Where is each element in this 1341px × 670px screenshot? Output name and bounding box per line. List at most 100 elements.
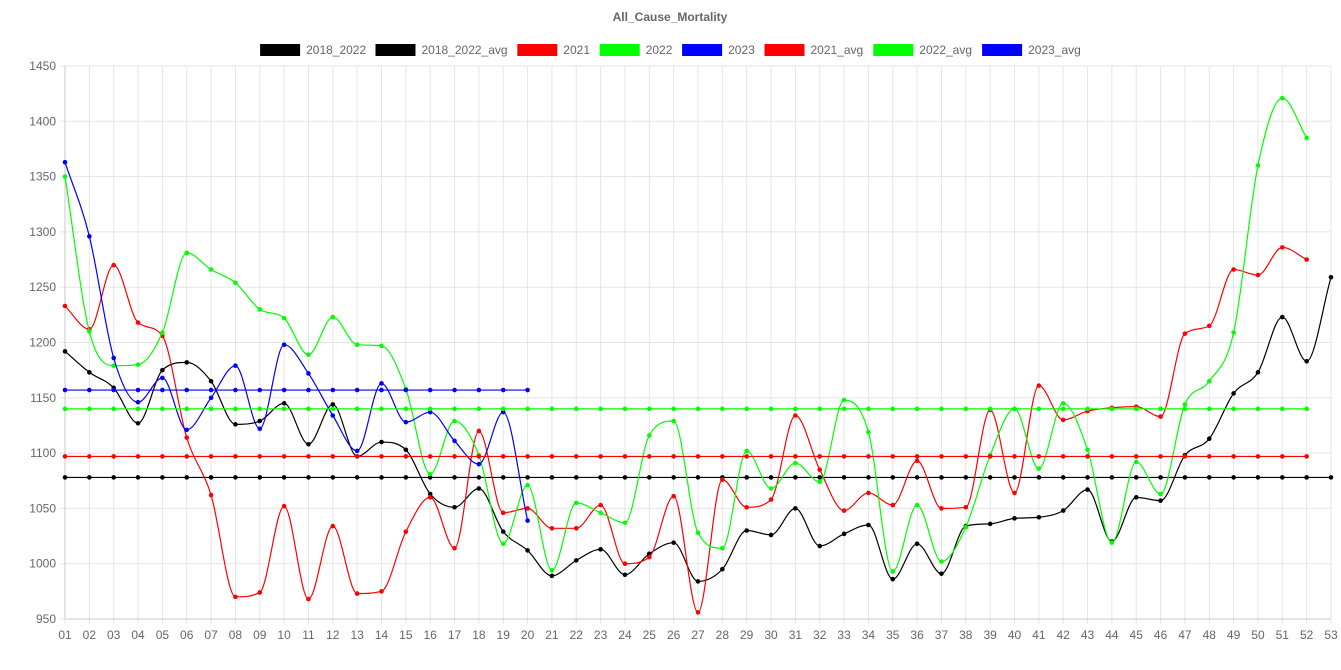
data-point[interactable] bbox=[963, 454, 969, 459]
data-point[interactable] bbox=[452, 504, 457, 510]
data-point[interactable] bbox=[549, 406, 555, 412]
data-point[interactable] bbox=[963, 475, 969, 480]
data-point[interactable] bbox=[257, 418, 263, 424]
data-point[interactable] bbox=[208, 267, 214, 272]
data-point[interactable] bbox=[257, 307, 263, 312]
data-point[interactable] bbox=[354, 591, 360, 596]
data-point[interactable] bbox=[793, 506, 798, 511]
data-point[interactable] bbox=[793, 406, 798, 412]
data-point[interactable] bbox=[1280, 475, 1285, 480]
data-point[interactable] bbox=[160, 406, 165, 412]
data-point[interactable] bbox=[598, 510, 603, 516]
data-point[interactable] bbox=[87, 370, 92, 375]
data-point[interactable] bbox=[1304, 257, 1309, 262]
data-point[interactable] bbox=[257, 590, 263, 595]
data-point[interactable] bbox=[525, 548, 530, 553]
data-point[interactable] bbox=[452, 475, 457, 480]
data-point[interactable] bbox=[1206, 323, 1212, 329]
data-point[interactable] bbox=[1255, 163, 1261, 168]
data-point[interactable] bbox=[476, 486, 482, 491]
data-point[interactable] bbox=[647, 554, 652, 560]
data-point[interactable] bbox=[281, 342, 287, 348]
data-point[interactable] bbox=[184, 406, 190, 412]
data-point[interactable] bbox=[671, 406, 676, 412]
legend-item-2022_avg[interactable]: 2022_avg bbox=[873, 43, 972, 57]
data-point[interactable] bbox=[1280, 95, 1285, 101]
data-point[interactable] bbox=[817, 454, 823, 459]
data-point[interactable] bbox=[890, 475, 896, 480]
data-point[interactable] bbox=[306, 371, 311, 376]
data-point[interactable] bbox=[939, 559, 944, 564]
data-point[interactable] bbox=[939, 571, 944, 576]
data-point[interactable] bbox=[452, 545, 457, 551]
data-point[interactable] bbox=[111, 262, 116, 268]
data-point[interactable] bbox=[1085, 406, 1090, 412]
data-point[interactable] bbox=[1231, 330, 1236, 335]
data-point[interactable] bbox=[160, 330, 165, 335]
data-point[interactable] bbox=[1060, 508, 1066, 513]
data-point[interactable] bbox=[476, 461, 482, 467]
data-point[interactable] bbox=[403, 529, 409, 534]
data-point[interactable] bbox=[1036, 454, 1042, 459]
data-point[interactable] bbox=[1109, 475, 1115, 480]
data-point[interactable] bbox=[500, 409, 506, 415]
data-point[interactable] bbox=[720, 545, 725, 551]
data-point[interactable] bbox=[841, 475, 847, 480]
data-point[interactable] bbox=[866, 522, 871, 528]
data-point[interactable] bbox=[184, 475, 190, 480]
data-point[interactable] bbox=[452, 438, 457, 444]
data-point[interactable] bbox=[452, 418, 457, 424]
data-point[interactable] bbox=[208, 492, 214, 498]
data-point[interactable] bbox=[939, 454, 944, 459]
data-point[interactable] bbox=[62, 303, 68, 309]
data-point[interactable] bbox=[135, 387, 141, 393]
data-point[interactable] bbox=[1036, 383, 1042, 388]
data-point[interactable] bbox=[427, 471, 433, 477]
data-point[interactable] bbox=[1085, 447, 1090, 453]
data-point[interactable] bbox=[573, 558, 579, 563]
data-point[interactable] bbox=[1231, 391, 1236, 396]
data-point[interactable] bbox=[622, 475, 628, 480]
data-point[interactable] bbox=[695, 406, 701, 412]
data-point[interactable] bbox=[1231, 267, 1236, 272]
data-point[interactable] bbox=[1036, 514, 1042, 520]
data-point[interactable] bbox=[1109, 540, 1115, 545]
data-point[interactable] bbox=[720, 477, 725, 482]
data-point[interactable] bbox=[573, 475, 579, 480]
data-point[interactable] bbox=[1231, 454, 1236, 459]
data-point[interactable] bbox=[233, 387, 238, 393]
data-point[interactable] bbox=[890, 502, 896, 508]
data-point[interactable] bbox=[525, 387, 530, 393]
data-point[interactable] bbox=[768, 406, 774, 412]
data-point[interactable] bbox=[500, 387, 506, 393]
data-point[interactable] bbox=[1182, 454, 1188, 459]
data-point[interactable] bbox=[257, 387, 263, 393]
data-point[interactable] bbox=[963, 524, 969, 530]
data-point[interactable] bbox=[720, 406, 725, 412]
data-point[interactable] bbox=[281, 401, 287, 406]
data-point[interactable] bbox=[1280, 245, 1285, 250]
data-point[interactable] bbox=[1206, 406, 1212, 412]
data-point[interactable] bbox=[476, 406, 482, 412]
data-point[interactable] bbox=[622, 572, 628, 578]
data-point[interactable] bbox=[330, 454, 336, 459]
data-point[interactable] bbox=[963, 504, 969, 510]
data-point[interactable] bbox=[549, 526, 555, 531]
data-point[interactable] bbox=[452, 406, 457, 412]
data-point[interactable] bbox=[671, 418, 676, 424]
data-point[interactable] bbox=[671, 475, 676, 480]
data-point[interactable] bbox=[87, 234, 92, 239]
data-point[interactable] bbox=[890, 569, 896, 574]
data-point[interactable] bbox=[987, 475, 993, 480]
legend-item-2022[interactable]: 2022 bbox=[599, 43, 673, 57]
data-point[interactable] bbox=[1012, 475, 1017, 480]
data-point[interactable] bbox=[1085, 454, 1090, 459]
data-point[interactable] bbox=[208, 378, 214, 384]
data-point[interactable] bbox=[841, 406, 847, 412]
legend-item-2021_avg[interactable]: 2021_avg bbox=[764, 43, 864, 57]
data-point[interactable] bbox=[1304, 359, 1309, 364]
data-point[interactable] bbox=[914, 502, 920, 508]
data-point[interactable] bbox=[1158, 454, 1163, 459]
data-point[interactable] bbox=[233, 594, 238, 600]
data-point[interactable] bbox=[354, 475, 360, 480]
